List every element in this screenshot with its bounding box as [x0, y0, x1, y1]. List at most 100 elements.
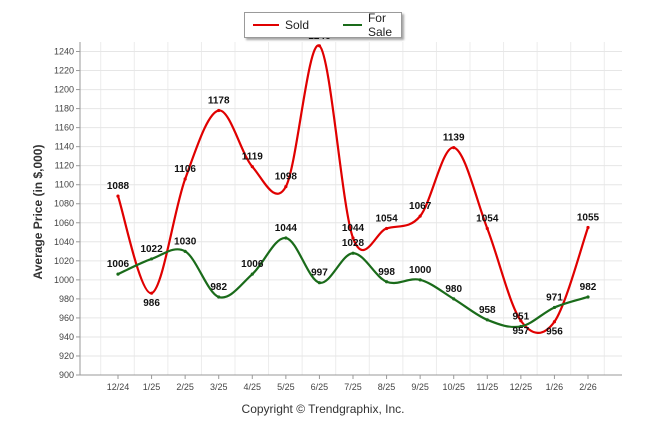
y-tick-label: 1160: [55, 123, 74, 133]
data-point-sold: [351, 236, 355, 240]
data-label-sold: 1088: [107, 181, 130, 192]
y-tick-label: 1100: [55, 180, 74, 190]
y-tick-label: 960: [59, 313, 74, 323]
data-label-for-sale: 1030: [174, 236, 197, 247]
data-label-for-sale: 1006: [241, 259, 264, 270]
x-tick-label: 8/25: [378, 382, 396, 392]
data-label-sold: 1178: [208, 96, 230, 107]
data-label-sold: 1054: [476, 213, 499, 224]
data-point-for-sale: [250, 272, 254, 276]
y-tick-label: 1080: [54, 199, 74, 209]
data-point-sold: [452, 146, 456, 150]
y-tick-label: 1020: [54, 256, 74, 266]
data-point-for-sale: [351, 251, 355, 255]
data-label-for-sale: 951: [513, 311, 530, 322]
x-tick-label: 7/25: [344, 382, 362, 392]
data-label-for-sale: 1022: [140, 244, 163, 255]
y-tick-label: 1200: [54, 85, 74, 95]
data-point-for-sale: [485, 318, 489, 322]
data-point-for-sale: [149, 257, 154, 261]
data-label-sold: 1055: [577, 213, 600, 224]
data-label-for-sale: 1006: [107, 259, 130, 270]
data-label-for-sale: 997: [311, 268, 328, 279]
data-label-for-sale: 998: [378, 267, 395, 278]
x-tick-label: 1/25: [143, 382, 161, 392]
data-label-sold: 1106: [174, 164, 196, 175]
y-tick-label: 1240: [54, 47, 74, 57]
data-point-for-sale: [552, 305, 557, 310]
data-point-for-sale: [217, 295, 221, 299]
data-point-sold: [418, 214, 422, 218]
data-label-sold: 986: [143, 298, 160, 309]
series-line-sold: [116, 44, 590, 334]
data-label-sold: 1139: [443, 133, 465, 144]
data-point-for-sale: [519, 324, 523, 329]
legend-item-sold[interactable]: Sold: [245, 18, 309, 32]
data-point-sold: [586, 225, 590, 230]
x-tick-label: 10/25: [442, 382, 465, 392]
data-label-for-sale: 980: [445, 284, 462, 295]
data-label-sold: 1098: [275, 172, 298, 183]
data-label-for-sale: 982: [210, 282, 227, 293]
data-label-for-sale: 958: [479, 305, 496, 316]
legend-swatch-forsale: [343, 24, 362, 26]
x-tick-label: 5/25: [277, 382, 295, 392]
y-tick-label: 900: [59, 370, 74, 380]
legend-swatch-sold: [253, 24, 279, 26]
axis-layer: 900 920 940 960 980 1000 1020 1040 1060 1080 1100 1…: [54, 42, 622, 392]
x-tick-label: 9/25: [411, 382, 429, 392]
chart-legend: Sold For Sale: [244, 11, 402, 39]
legend-label-sold: Sold: [285, 18, 310, 32]
data-point-sold: [250, 165, 254, 169]
data-point-sold: [552, 320, 557, 324]
data-label-sold: 1119: [242, 152, 264, 163]
y-tick-label: 1060: [54, 218, 74, 228]
data-label-sold: 957: [513, 326, 530, 337]
data-label-for-sale: 982: [580, 282, 597, 293]
x-tick-label: 6/25: [311, 382, 329, 392]
copyright-footer: Copyright © Trendgraphix, Inc.: [241, 402, 405, 416]
data-label-for-sale: 971: [546, 292, 563, 303]
series-layer: [116, 44, 590, 334]
x-tick-label: 3/25: [210, 382, 228, 392]
y-tick-label: 1120: [55, 161, 74, 171]
data-label-sold: 1044: [342, 223, 365, 234]
x-tick-label: 12/24: [107, 382, 130, 392]
data-point-sold: [519, 319, 523, 323]
x-tick-label: 4/25: [244, 382, 262, 392]
data-point-sold: [317, 44, 322, 48]
data-point-sold: [183, 177, 187, 181]
data-point-sold: [485, 226, 489, 231]
data-point-for-sale: [116, 272, 120, 276]
y-tick-label: 1140: [55, 142, 74, 152]
y-axis-label: Average Price (in $,000): [31, 145, 45, 280]
x-tick-label: 2/25: [176, 382, 194, 392]
data-point-sold: [284, 185, 288, 189]
legend-item-forsale[interactable]: For Sale: [335, 11, 401, 39]
data-label-for-sale: 1044: [275, 223, 298, 234]
y-tick-label: 940: [59, 332, 74, 342]
data-label-for-sale: 1000: [409, 265, 432, 276]
x-tick-label: 1/26: [546, 382, 564, 392]
data-point-for-sale: [317, 281, 322, 285]
data-point-sold: [384, 226, 389, 231]
data-point-sold: [116, 194, 120, 198]
data-point-for-sale: [418, 278, 422, 282]
data-point-for-sale: [384, 280, 389, 284]
data-label-sold: 1067: [409, 201, 432, 212]
y-tick-label: 920: [59, 351, 74, 361]
legend-label-forsale: For Sale: [367, 11, 392, 39]
y-tick-label: 980: [59, 294, 74, 304]
data-point-for-sale: [586, 295, 590, 299]
data-point-for-sale: [284, 236, 288, 240]
y-tick-label: 1220: [54, 66, 74, 76]
data-point-for-sale: [452, 297, 456, 301]
data-label-for-sale: 1028: [342, 238, 365, 249]
data-point-sold: [217, 108, 221, 113]
data-label-sold: 1054: [375, 213, 398, 224]
data-label-sold: 956: [546, 327, 563, 338]
y-tick-label: 1040: [54, 237, 74, 247]
y-tick-label: 1180: [55, 104, 74, 114]
data-point-sold: [149, 291, 154, 295]
